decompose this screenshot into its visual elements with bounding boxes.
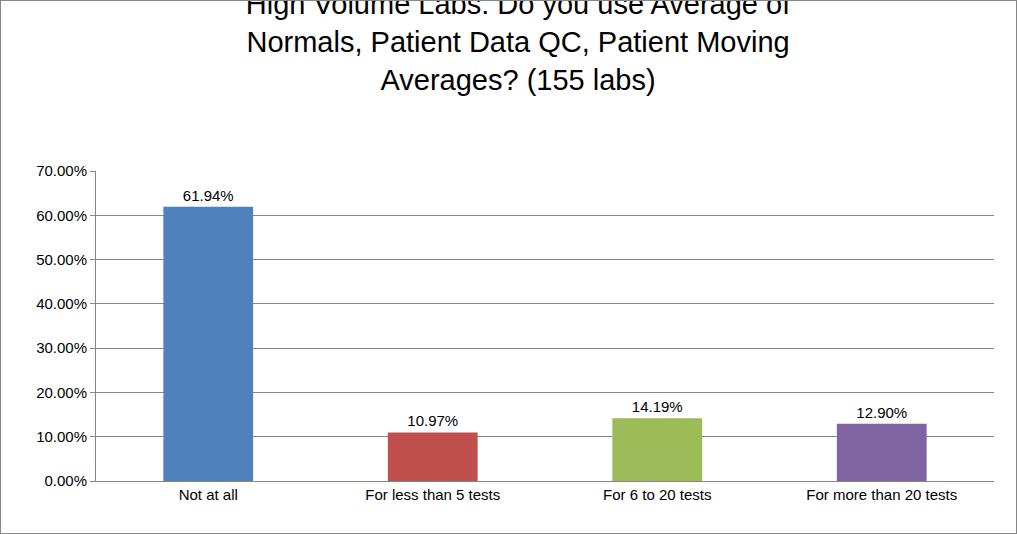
svg-text:60.00%: 60.00%: [36, 207, 87, 224]
svg-text:For 6 to 20 tests: For 6 to 20 tests: [603, 486, 711, 503]
svg-text:30.00%: 30.00%: [36, 339, 87, 356]
svg-text:10.97%: 10.97%: [407, 412, 458, 429]
svg-text:61.94%: 61.94%: [183, 187, 234, 204]
svg-text:20.00%: 20.00%: [36, 384, 87, 401]
svg-text:50.00%: 50.00%: [36, 251, 87, 268]
svg-text:10.00%: 10.00%: [36, 428, 87, 445]
svg-text:70.00%: 70.00%: [36, 162, 87, 179]
svg-text:For more than 20 tests: For more than 20 tests: [806, 486, 957, 503]
svg-text:14.19%: 14.19%: [632, 398, 683, 415]
svg-text:12.90%: 12.90%: [856, 404, 907, 421]
svg-text:Not at all: Not at all: [179, 486, 238, 503]
svg-text:For less than 5 tests: For less than 5 tests: [365, 486, 500, 503]
svg-text:0.00%: 0.00%: [44, 472, 87, 489]
svg-text:High Volume Labs: Do you use A: High Volume Labs: Do you use Average ofN…: [246, 1, 791, 96]
svg-text:40.00%: 40.00%: [36, 295, 87, 312]
